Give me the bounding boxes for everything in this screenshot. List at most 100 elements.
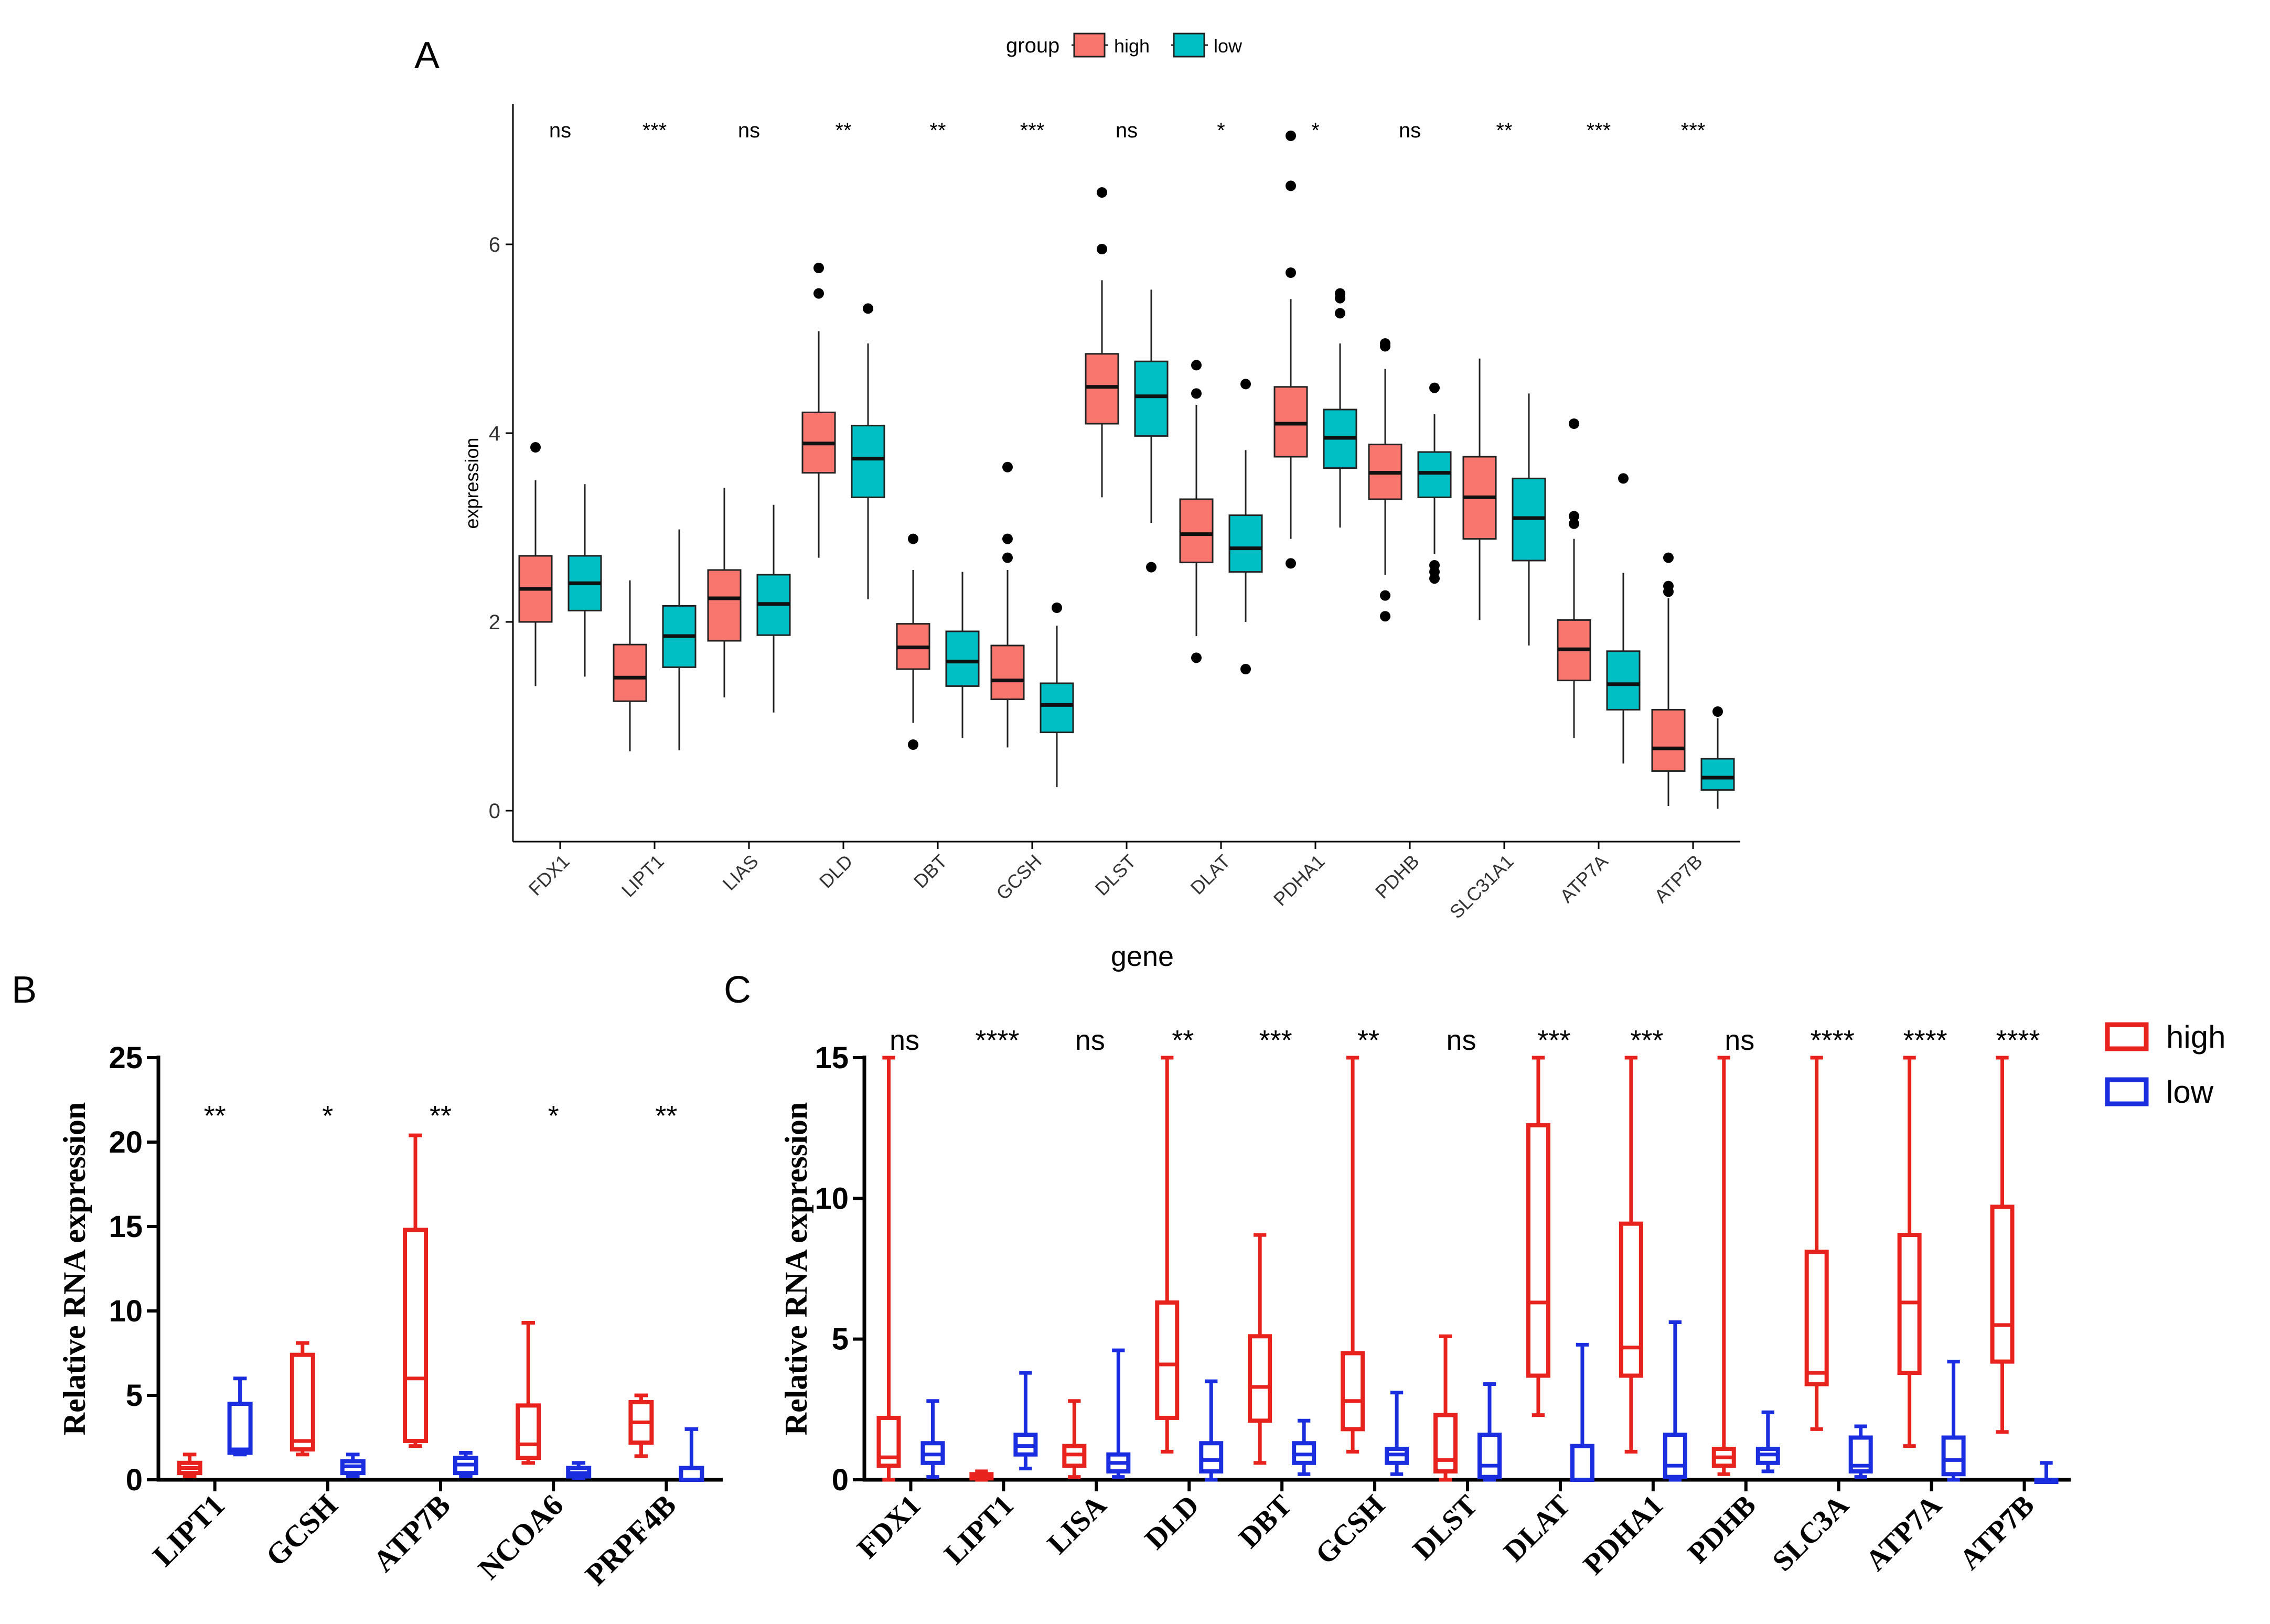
outlier-point xyxy=(908,739,918,750)
significance-label: ns xyxy=(890,1025,919,1056)
box-high xyxy=(613,643,647,702)
outlier-point xyxy=(1712,706,1723,717)
box-low xyxy=(1134,360,1169,437)
legend-key-high xyxy=(1073,33,1106,58)
x-tick-label: LIPT1 xyxy=(938,1489,1020,1571)
y-axis-label: Relative RNA expression xyxy=(779,1102,813,1436)
legend-label-low: low xyxy=(2166,1074,2214,1110)
outlier-point xyxy=(1097,244,1107,254)
box-high xyxy=(1085,353,1119,425)
x-tick-label: ATP7A xyxy=(1859,1489,1948,1577)
outlier-point xyxy=(1240,379,1251,390)
significance-label: *** xyxy=(1537,1025,1570,1056)
outlier-point xyxy=(863,303,873,314)
significance-label: ns xyxy=(1446,1025,1476,1056)
box-low xyxy=(1040,682,1074,734)
x-tick-label: GCSH xyxy=(1309,1489,1391,1571)
x-tick-label: GCSH xyxy=(259,1488,344,1573)
x-tick-label: FDX1 xyxy=(851,1489,927,1565)
box-high xyxy=(990,644,1025,701)
x-tick-label: LIPT1 xyxy=(146,1488,231,1573)
significance-label: *** xyxy=(1630,1025,1663,1056)
x-axis-label: gene xyxy=(1111,941,1174,972)
x-tick-label: DLAT xyxy=(1497,1489,1577,1568)
x-tick-label: DLD xyxy=(815,851,857,892)
significance-label: **** xyxy=(975,1025,1019,1056)
outlier-point xyxy=(1286,267,1296,278)
significance-label: ** xyxy=(1357,1025,1379,1056)
outlier-point xyxy=(1286,558,1296,569)
outlier-point xyxy=(1146,562,1157,573)
legend-c: high low xyxy=(2105,1019,2225,1110)
y-tick-label: 6 xyxy=(489,233,500,256)
legend-key-low xyxy=(1173,33,1205,58)
box-low xyxy=(1700,758,1735,791)
outlier-point xyxy=(1191,360,1202,371)
outlier-point xyxy=(1335,308,1345,319)
box-high xyxy=(1179,498,1214,564)
significance-label: *** xyxy=(643,119,667,142)
legend-label-high: high xyxy=(2166,1019,2225,1055)
x-tick-label: DLST xyxy=(1091,851,1140,900)
outlier-point xyxy=(1002,533,1013,544)
box-high xyxy=(290,1352,315,1452)
outlier-point xyxy=(1429,573,1440,584)
outlier-point xyxy=(1052,603,1062,613)
significance-label: * xyxy=(1311,119,1320,142)
outlier-point xyxy=(1097,187,1107,198)
y-tick-label: 5 xyxy=(832,1322,849,1357)
y-tick-label: 0 xyxy=(489,800,500,823)
box-low xyxy=(1228,514,1263,573)
outlier-point xyxy=(1429,382,1440,393)
significance-label: **** xyxy=(1903,1025,1947,1056)
outlier-point xyxy=(1380,611,1390,622)
y-tick-label: 5 xyxy=(126,1379,143,1413)
box-low xyxy=(1606,650,1641,711)
x-tick-label: LIPT1 xyxy=(617,851,668,901)
x-tick-label: SLC31A1 xyxy=(1445,851,1518,923)
significance-label: **** xyxy=(1996,1025,2040,1056)
significance-label: ns xyxy=(738,119,760,142)
significance-label: ** xyxy=(430,1100,452,1132)
x-tick-label: GCSH xyxy=(992,851,1046,905)
box-low xyxy=(227,1402,253,1455)
y-tick-label: 0 xyxy=(126,1463,143,1497)
outlier-point xyxy=(1286,131,1296,141)
box-high xyxy=(1248,1334,1272,1423)
outlier-point xyxy=(1191,652,1202,663)
box-high xyxy=(1804,1250,1829,1386)
outlier-point xyxy=(908,533,918,544)
box-high xyxy=(1273,386,1308,458)
y-tick-label: 0 xyxy=(832,1463,849,1497)
y-tick-label: 10 xyxy=(109,1294,143,1328)
x-tick-label: LISA xyxy=(1041,1489,1113,1561)
x-tick-label: FDX1 xyxy=(524,851,574,900)
x-tick-label: PDHA1 xyxy=(1269,851,1329,910)
box-low xyxy=(851,425,885,498)
box-high xyxy=(1990,1204,2015,1364)
y-axis-label: Relative RNA expression xyxy=(57,1102,92,1436)
legend-label-low: low xyxy=(1214,35,1243,57)
panel-label-a: A xyxy=(414,35,440,77)
outlier-point xyxy=(1663,586,1674,597)
box-high xyxy=(1526,1123,1550,1378)
outlier-point xyxy=(1380,590,1390,601)
significance-label: * xyxy=(322,1100,333,1132)
x-tick-label: PDHA1 xyxy=(1577,1489,1669,1581)
box-high xyxy=(1155,1300,1180,1420)
significance-label: ** xyxy=(655,1100,677,1132)
significance-label: ns xyxy=(1075,1025,1105,1056)
significance-label: ** xyxy=(929,119,946,142)
significance-label: ns xyxy=(1116,119,1138,142)
outlier-point xyxy=(813,288,824,299)
outlier-point xyxy=(1335,293,1345,304)
outlier-point xyxy=(1569,418,1579,429)
significance-label: ** xyxy=(835,119,851,142)
x-tick-label: ATP7A xyxy=(1556,851,1612,907)
box-low xyxy=(1477,1433,1502,1479)
x-tick-label: PDHB xyxy=(1371,851,1423,903)
outlier-point xyxy=(1380,341,1390,352)
box-low xyxy=(945,630,980,687)
significance-label: ** xyxy=(1496,119,1512,142)
